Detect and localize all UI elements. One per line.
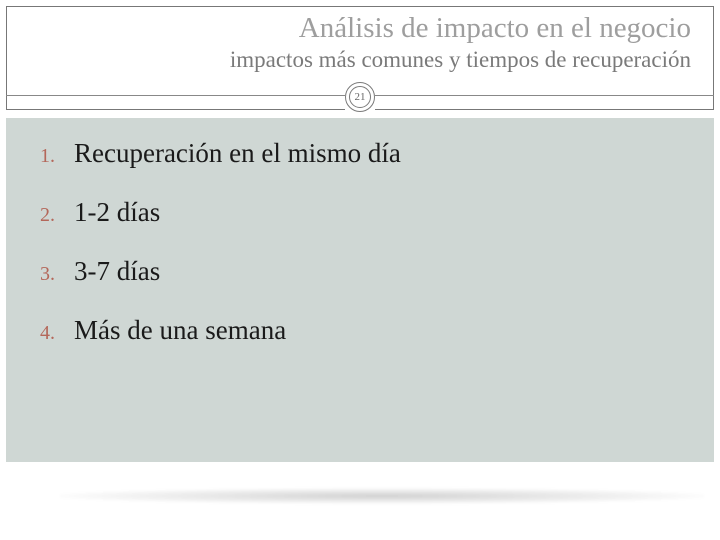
list-item: 3-7 días	[40, 256, 684, 287]
content-band: Recuperación en el mismo día 1-2 días 3-…	[6, 118, 714, 462]
list-item-text: Más de una semana	[74, 315, 286, 346]
page-badge: 21	[345, 82, 375, 112]
list-item-text: 1-2 días	[74, 197, 160, 228]
slide: Análisis de impacto en el negocio impact…	[0, 0, 720, 540]
list-item: Recuperación en el mismo día	[40, 138, 684, 169]
list-item-text: Recuperación en el mismo día	[74, 138, 401, 169]
page-number: 21	[355, 91, 366, 103]
badge-inner-ring: 21	[349, 86, 371, 108]
footer-shadow	[60, 488, 704, 504]
numbered-list: Recuperación en el mismo día 1-2 días 3-…	[6, 118, 714, 346]
list-item: Más de una semana	[40, 315, 684, 346]
list-item: 1-2 días	[40, 197, 684, 228]
slide-subtitle: impactos más comunes y tiempos de recupe…	[7, 47, 691, 73]
slide-title: Análisis de impacto en el negocio	[7, 13, 691, 45]
list-item-text: 3-7 días	[74, 256, 160, 287]
title-block: Análisis de impacto en el negocio impact…	[7, 7, 713, 73]
